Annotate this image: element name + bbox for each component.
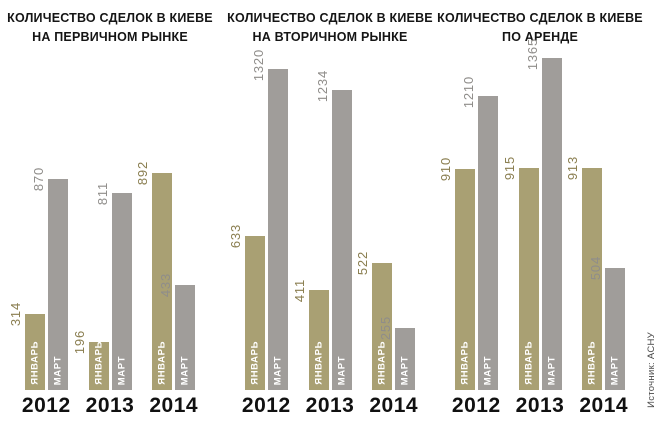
month-label: МАРТ: [272, 355, 284, 385]
bar-pair: 314 ЯНВАРЬ 870 МАРТ: [8, 167, 68, 390]
year-label: 2013: [305, 394, 355, 417]
bar-march-2012: 1320 МАРТ: [251, 49, 288, 390]
month-label: МАРТ: [546, 355, 557, 385]
bar-january-2012: 314 ЯНВАРЬ: [8, 302, 45, 390]
month-label: МАРТ: [336, 355, 347, 385]
year-label: 2013: [515, 394, 565, 417]
bar-january-2013: 411 ЯНВАРЬ: [292, 279, 329, 390]
year-group-2014: 913 ЯНВАРЬ 504 МАРТ 2014: [565, 156, 629, 418]
month-label: МАРТ: [609, 355, 621, 385]
value-label: 1320: [250, 48, 266, 81]
year-group-2013: 196 ЯНВАРЬ 811 МАРТ 2013: [72, 182, 135, 418]
bar-march-2013: 811 МАРТ: [95, 182, 132, 390]
chart-title-line-1: КОЛИЧЕСТВО СДЕЛОК В КИЕВЕ: [227, 11, 433, 25]
bar-january-2012: 633 ЯНВАРЬ: [228, 224, 265, 390]
month-label: ЯНВАРЬ: [459, 341, 471, 385]
bar-march-2014: 433 МАРТ: [158, 273, 196, 390]
month-label: ЯНВАРЬ: [156, 341, 168, 385]
year-label: 2013: [85, 394, 135, 417]
bar-pair: 411 ЯНВАРЬ 1234 МАРТ: [292, 70, 352, 390]
bar-march-2012: 870 МАРТ: [31, 167, 68, 390]
bar-january-2013: 196 ЯНВАРЬ: [72, 330, 109, 390]
month-label: ЯНВАРЬ: [93, 341, 104, 385]
value-label: 522: [355, 250, 371, 275]
year-group-2014: 892 ЯНВАРЬ 433 МАРТ 2014: [135, 161, 199, 418]
chart-title: КОЛИЧЕСТВО СДЕЛОК В КИЕВЕ НА ПЕРВИЧНОМ РЫ…: [7, 9, 213, 47]
month-label: МАРТ: [179, 355, 191, 385]
month-label: МАРТ: [116, 355, 127, 385]
chart-primary-market: КОЛИЧЕСТВО СДЕЛОК В КИЕВЕ НА ПЕРВИЧНОМ РЫ…: [0, 0, 220, 426]
month-label: ЯНВАРЬ: [586, 341, 598, 385]
chart-title-line-1: КОЛИЧЕСТВО СДЕЛОК В КИЕВЕ: [437, 11, 643, 25]
chart-title: КОЛИЧЕСТВО СДЕЛОК В КИЕВЕ НА ВТОРИЧНОМ РЫ…: [227, 9, 433, 47]
plot-area: 314 ЯНВАРЬ 870 МАРТ 2012 196 ЯНВАРЬ 811 МАРТ 2013…: [0, 161, 220, 418]
bar-january-2014: 913 ЯНВАРЬ: [565, 156, 603, 390]
value-label: 1365: [524, 37, 540, 70]
value-label: 411: [291, 278, 307, 302]
value-label: 892: [135, 160, 151, 185]
bar-pair: 892 ЯНВАРЬ 433 МАРТ: [135, 161, 196, 390]
value-label: 870: [30, 166, 46, 191]
bar-january-2012: 910 ЯНВАРЬ: [438, 157, 475, 390]
year-group-2013: 411 ЯНВАРЬ 1234 МАРТ 2013: [292, 70, 355, 418]
year-group-2012: 633 ЯНВАРЬ 1320 МАРТ 2012: [228, 49, 291, 418]
month-label: ЯНВАРЬ: [376, 341, 388, 385]
value-label: 433: [158, 272, 174, 297]
bar-march-2014: 255 МАРТ: [378, 316, 416, 390]
chart-title-line-2: НА ПЕРВИЧНОМ РЫНКЕ: [32, 29, 188, 44]
chart-secondary-market: КОЛИЧЕСТВО СДЕЛОК В КИЕВЕ НА ВТОРИЧНОМ РЫ…: [220, 0, 440, 426]
value-label: 504: [588, 255, 604, 280]
value-label: 811: [94, 181, 110, 205]
month-label: МАРТ: [52, 355, 64, 385]
chart-title-line-2: НА ВТОРИЧНОМ РЫНКЕ: [252, 29, 408, 44]
value-label: 1210: [460, 75, 476, 108]
bar-january-2014: 892 ЯНВАРЬ: [135, 161, 173, 390]
bar-march-2012: 1210 МАРТ: [461, 76, 498, 390]
month-label: ЯНВАРЬ: [523, 341, 534, 385]
year-group-2012: 314 ЯНВАРЬ 870 МАРТ 2012: [8, 167, 71, 418]
value-label: 1234: [314, 69, 330, 102]
value-label: 633: [227, 223, 243, 248]
year-group-2013: 915 ЯНВАРЬ 1365 МАРТ 2013: [502, 38, 565, 418]
month-label: ЯНВАРЬ: [29, 341, 41, 385]
bar-january-2014: 522 ЯНВАРЬ: [355, 251, 393, 390]
month-label: МАРТ: [399, 355, 411, 385]
bar-march-2013: 1365 МАРТ: [525, 38, 562, 390]
value-label: 314: [7, 301, 23, 326]
bar-pair: 522 ЯНВАРЬ 255 МАРТ: [355, 251, 416, 390]
value-label: 910: [437, 156, 453, 181]
plot-area: 633 ЯНВАРЬ 1320 МАРТ 2012 411 ЯНВАРЬ 1234 МАРТ 20…: [220, 49, 440, 418]
month-label: МАРТ: [482, 355, 494, 385]
bar-pair: 913 ЯНВАРЬ 504 МАРТ: [565, 156, 626, 390]
bar-march-2013: 1234 МАРТ: [315, 70, 352, 390]
bar-march-2014: 504 МАРТ: [588, 256, 626, 390]
year-label: 2014: [579, 394, 629, 417]
chart-title-line-1: КОЛИЧЕСТВО СДЕЛОК В КИЕВЕ: [7, 11, 213, 25]
chart-title: КОЛИЧЕСТВО СДЕЛОК В КИЕВЕ ПО АРЕНДЕ: [437, 9, 643, 47]
year-label: 2014: [369, 394, 419, 417]
bar-pair: 633 ЯНВАРЬ 1320 МАРТ: [228, 49, 288, 390]
year-label: 2012: [21, 394, 71, 417]
value-label: 913: [565, 155, 581, 180]
bar-pair: 910 ЯНВАРЬ 1210 МАРТ: [438, 76, 498, 390]
value-label: 915: [501, 155, 517, 180]
chart-rent: КОЛИЧЕСТВО СДЕЛОК В КИЕВЕ ПО АРЕНДЕ 910 ЯНВ…: [437, 0, 643, 426]
chart-title-line-2: ПО АРЕНДЕ: [502, 29, 578, 44]
month-label: ЯНВАРЬ: [313, 341, 324, 385]
year-group-2012: 910 ЯНВАРЬ 1210 МАРТ 2012: [438, 76, 501, 418]
plot-area: 910 ЯНВАРЬ 1210 МАРТ 2012 915 ЯНВАРЬ 1365 МАРТ 20…: [438, 38, 640, 418]
month-label: ЯНВАРЬ: [249, 341, 261, 385]
bar-pair: 915 ЯНВАРЬ 1365 МАРТ: [502, 38, 562, 390]
year-label: 2012: [241, 394, 291, 417]
year-label: 2012: [451, 394, 501, 417]
source-label: Источник: АСНУ: [646, 332, 657, 408]
year-label: 2014: [149, 394, 199, 417]
value-label: 196: [71, 329, 87, 354]
bar-january-2013: 915 ЯНВАРЬ: [502, 156, 539, 390]
value-label: 255: [378, 315, 394, 340]
bar-pair: 196 ЯНВАРЬ 811 МАРТ: [72, 182, 132, 390]
year-group-2014: 522 ЯНВАРЬ 255 МАРТ 2014: [355, 251, 419, 418]
